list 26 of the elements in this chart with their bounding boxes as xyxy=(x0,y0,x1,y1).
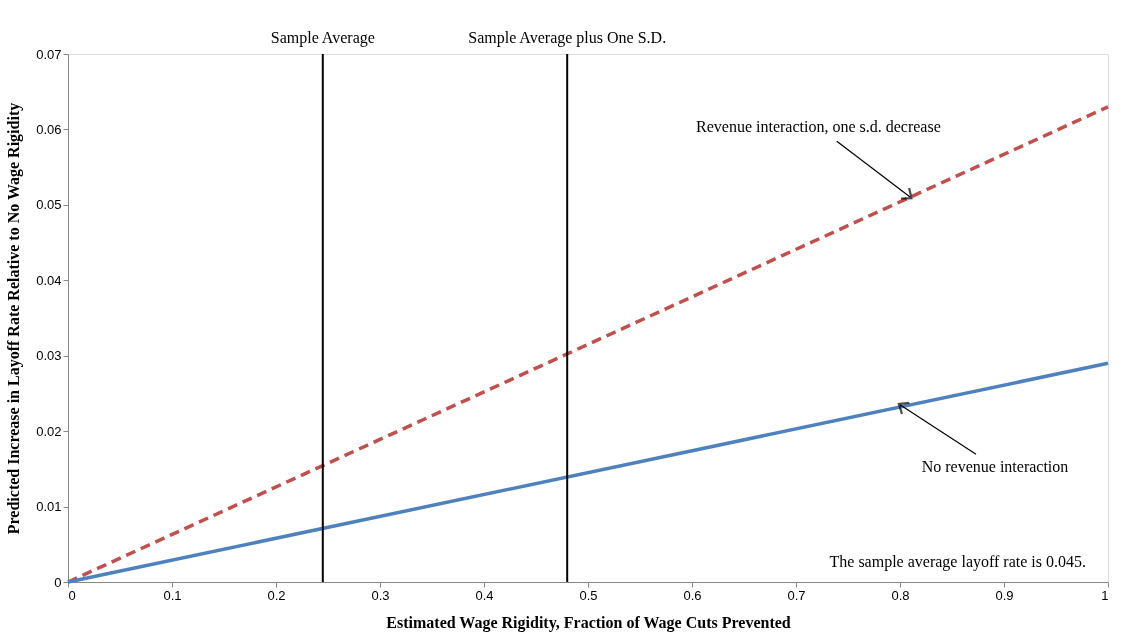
y-tick-label: 0 xyxy=(54,574,62,590)
x-tick-label: 0.1 xyxy=(163,587,182,603)
annotation: Revenue interaction, one s.d. decrease xyxy=(696,118,941,136)
x-tick-label: 0.4 xyxy=(475,587,494,603)
ref-line-label: Sample Average plus One S.D. xyxy=(468,29,667,47)
x-tick-label: 0.8 xyxy=(891,587,910,603)
x-tick-label: 0.9 xyxy=(995,587,1014,603)
x-tick-label: 0.5 xyxy=(579,587,598,603)
x-tick-label: 0.2 xyxy=(267,587,286,603)
x-tick-label: 0 xyxy=(68,587,76,603)
x-axis-title: Estimated Wage Rigidity, Fraction of Wage Cuts Prevented xyxy=(386,613,791,632)
y-tick-label: 0.04 xyxy=(36,272,62,288)
y-tick-label: 0.01 xyxy=(36,499,62,515)
annotation: The sample average layoff rate is 0.045. xyxy=(829,553,1086,571)
x-tick-label: 0.6 xyxy=(683,587,702,603)
y-tick-label: 0.07 xyxy=(36,46,62,62)
x-tick-label: 0.3 xyxy=(371,587,390,603)
x-tick-label: 1 xyxy=(1101,587,1109,603)
x-tick-label: 0.7 xyxy=(787,587,806,603)
y-tick-label: 0.05 xyxy=(36,197,62,213)
y-tick-label: 0.02 xyxy=(36,423,62,439)
y-tick-label: 0.06 xyxy=(36,121,62,137)
y-axis-title: Predicted Increase in Layoff Rate Relative to No Wage Rigidity xyxy=(5,102,24,535)
annotation: No revenue interaction xyxy=(921,457,1069,475)
ref-line-label: Sample Average xyxy=(270,29,375,47)
y-tick-label: 0.03 xyxy=(36,348,62,364)
